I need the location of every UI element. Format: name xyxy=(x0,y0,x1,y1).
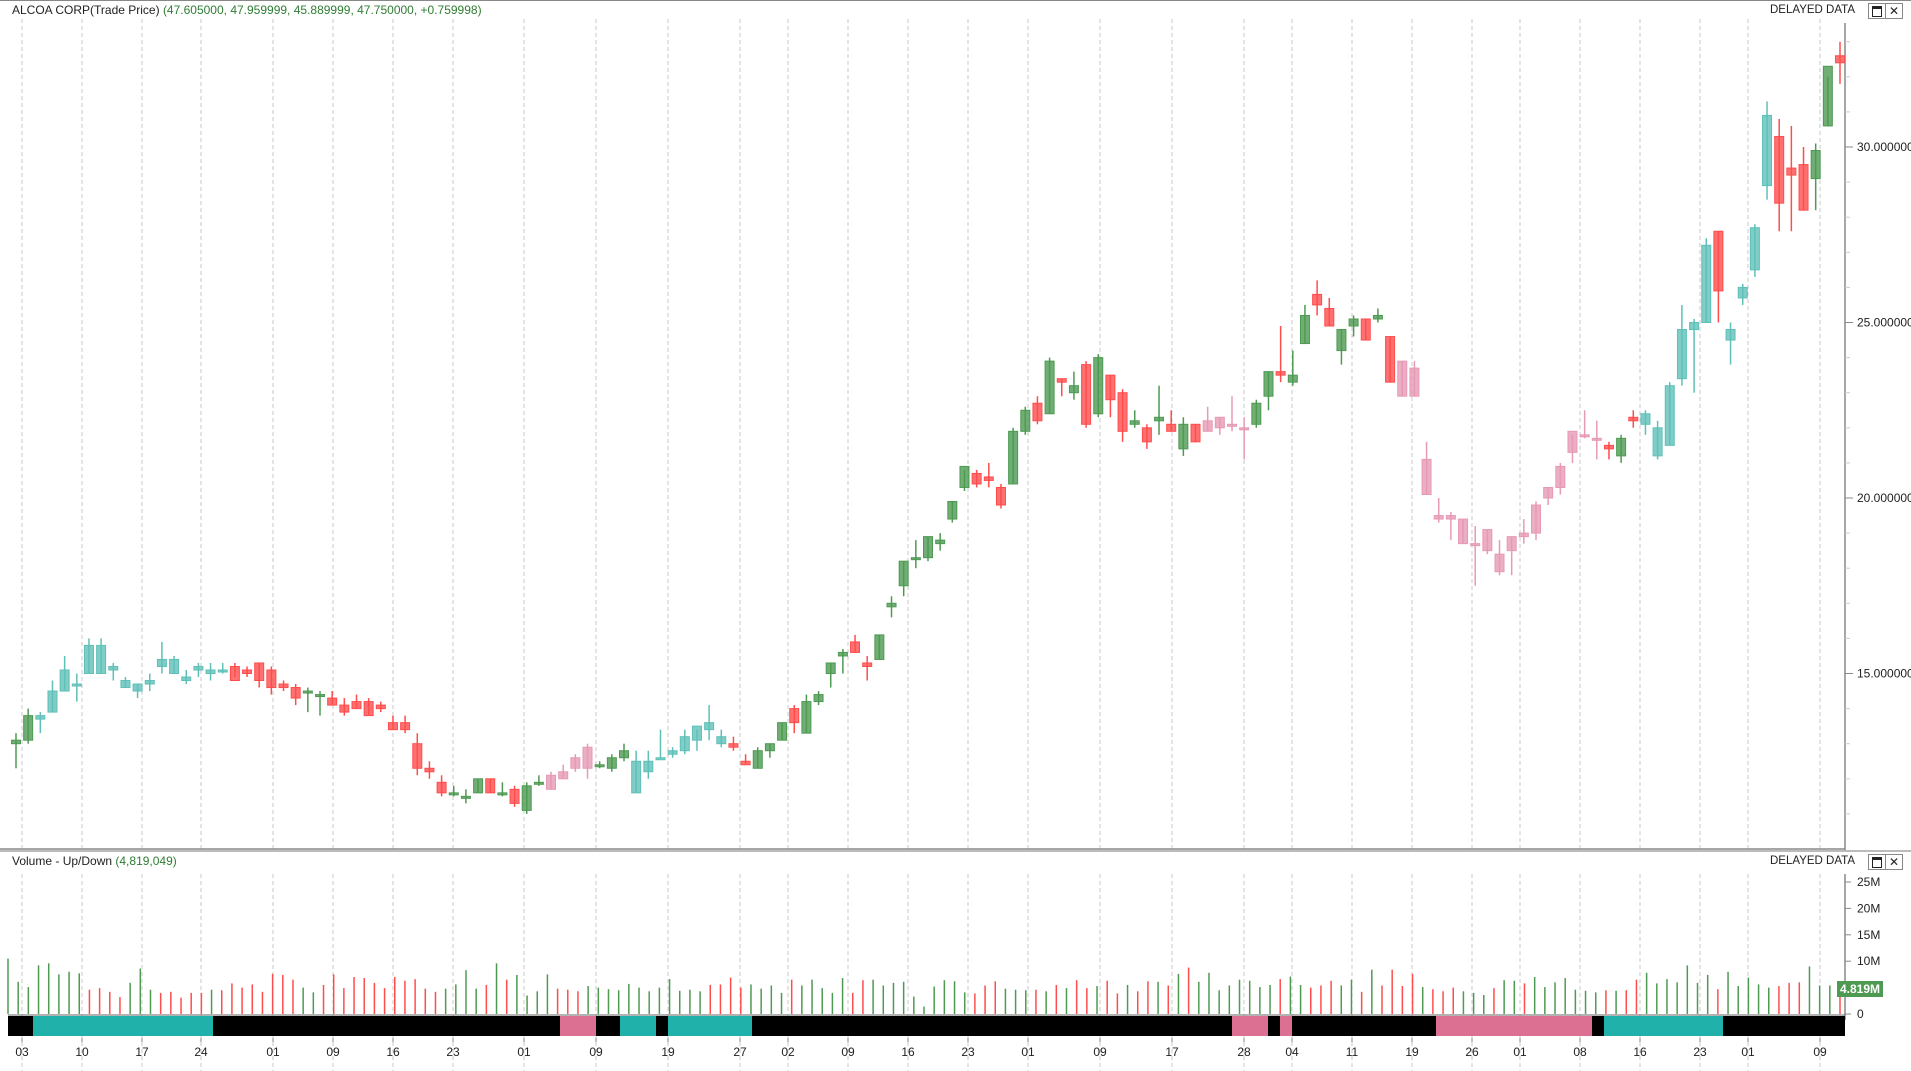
svg-text:03: 03 xyxy=(15,1045,29,1059)
svg-text:30.000000: 30.000000 xyxy=(1857,140,1911,154)
close-icon: ✕ xyxy=(1888,4,1900,18)
svg-text:09: 09 xyxy=(326,1045,340,1059)
svg-text:17: 17 xyxy=(135,1045,149,1059)
svg-text:17: 17 xyxy=(1165,1045,1179,1059)
volume-last-value-tag: 4.819M xyxy=(1837,980,1884,997)
price-candlestick-plot[interactable]: 15.000000 20.000000 25.000000 30.000000 xyxy=(0,1,1911,850)
svg-text:04: 04 xyxy=(1285,1045,1299,1059)
maximize-button[interactable] xyxy=(1869,855,1885,869)
volume-chart-panel: Volume - Up/Down (4,819,049) DELAYED DAT… xyxy=(0,850,1911,1071)
svg-text:16: 16 xyxy=(386,1045,400,1059)
volume-series-name: Volume - Up/Down xyxy=(12,854,113,868)
svg-text:23: 23 xyxy=(446,1045,460,1059)
svg-text:01: 01 xyxy=(1513,1045,1527,1059)
volume-panel-window-controls: ✕ xyxy=(1868,854,1903,870)
svg-text:11: 11 xyxy=(1346,1045,1359,1059)
svg-text:10: 10 xyxy=(75,1045,89,1059)
price-chart-title: ALCOA CORP(Trade Price) (47.605000, 47.9… xyxy=(12,3,482,17)
svg-text:23: 23 xyxy=(1693,1045,1707,1059)
maximize-button[interactable] xyxy=(1869,4,1885,18)
svg-text:09: 09 xyxy=(1093,1045,1107,1059)
svg-text:28: 28 xyxy=(1237,1045,1251,1059)
svg-text:24: 24 xyxy=(194,1045,208,1059)
svg-text:10M: 10M xyxy=(1857,954,1880,968)
price-panel-window-controls: ✕ xyxy=(1868,3,1903,19)
volume-last-value: (4,819,049) xyxy=(115,854,177,868)
svg-text:16: 16 xyxy=(1633,1045,1647,1059)
svg-text:19: 19 xyxy=(661,1045,675,1059)
svg-text:01: 01 xyxy=(1741,1045,1755,1059)
svg-text:25.000000: 25.000000 xyxy=(1857,316,1911,330)
volume-bar-plot[interactable]: 0 10M 15M 20M 25M 03 10 17 24 01 09 16 23 01 09 19 27 02 0… xyxy=(0,852,1911,1071)
svg-text:16: 16 xyxy=(901,1045,915,1059)
delayed-data-label: DELAYED DATA xyxy=(1770,4,1855,16)
close-button[interactable]: ✕ xyxy=(1885,4,1902,18)
svg-text:09: 09 xyxy=(589,1045,603,1059)
maximize-icon xyxy=(1872,856,1882,868)
svg-text:19: 19 xyxy=(1405,1045,1419,1059)
volume-chart-title: Volume - Up/Down (4,819,049) xyxy=(12,854,177,868)
svg-text:27: 27 xyxy=(733,1045,747,1059)
svg-text:20.000000: 20.000000 xyxy=(1857,491,1911,505)
close-icon: ✕ xyxy=(1888,855,1900,869)
close-button[interactable]: ✕ xyxy=(1885,855,1902,869)
svg-text:01: 01 xyxy=(1021,1045,1035,1059)
svg-text:09: 09 xyxy=(1813,1045,1827,1059)
svg-text:01: 01 xyxy=(266,1045,280,1059)
svg-text:26: 26 xyxy=(1465,1045,1479,1059)
svg-text:23: 23 xyxy=(961,1045,975,1059)
price-ohlc-values: (47.605000, 47.959999, 45.889999, 47.750… xyxy=(162,3,482,17)
svg-text:20M: 20M xyxy=(1857,901,1880,915)
maximize-icon xyxy=(1872,5,1882,17)
svg-text:09: 09 xyxy=(841,1045,855,1059)
svg-text:02: 02 xyxy=(781,1045,795,1059)
delayed-data-label: DELAYED DATA xyxy=(1770,855,1855,867)
svg-text:15.000000: 15.000000 xyxy=(1857,667,1911,681)
svg-text:01: 01 xyxy=(517,1045,531,1059)
svg-text:0: 0 xyxy=(1857,1007,1864,1021)
price-series-name: ALCOA CORP(Trade Price) xyxy=(12,3,160,17)
svg-text:25M: 25M xyxy=(1857,875,1880,889)
svg-text:08: 08 xyxy=(1573,1045,1587,1059)
price-chart-panel: ALCOA CORP(Trade Price) (47.605000, 47.9… xyxy=(0,0,1911,850)
svg-text:15M: 15M xyxy=(1857,928,1880,942)
